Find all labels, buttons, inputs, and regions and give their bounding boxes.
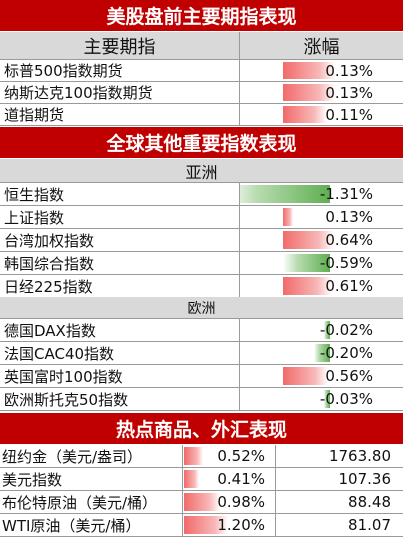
positive-data-bar bbox=[184, 516, 228, 534]
positive-data-bar bbox=[184, 470, 200, 488]
us-futures-header-row: 主要期指 涨幅 bbox=[0, 32, 403, 60]
table-row: 韩国综合指数 -0.59% bbox=[0, 252, 403, 275]
index-change-value: 0.56% bbox=[325, 367, 373, 385]
index-name: 上证指数 bbox=[0, 206, 240, 228]
negative-data-bar bbox=[282, 254, 330, 272]
global-indices-title: 全球其他重要指数表现 bbox=[0, 127, 403, 159]
index-change-cell: 0.13% bbox=[240, 60, 403, 81]
index-change-value: 0.13% bbox=[325, 208, 373, 226]
table-row: 布伦特原油（美元/桶） 0.98% 88.48 bbox=[0, 491, 403, 514]
commodity-change-value: 0.41% bbox=[217, 470, 265, 488]
index-change-value: 0.61% bbox=[325, 277, 373, 295]
europe-subheader: 欧洲 bbox=[0, 297, 403, 319]
commodity-change-cell: 0.98% bbox=[183, 491, 276, 513]
positive-data-bar bbox=[184, 493, 220, 511]
table-row: 法国CAC40指数 -0.20% bbox=[0, 342, 403, 365]
index-change-cell: -0.03% bbox=[240, 388, 403, 410]
positive-data-bar bbox=[283, 208, 294, 226]
commodity-name: 布伦特原油（美元/桶） bbox=[0, 491, 183, 513]
table-row: 恒生指数 -1.31% bbox=[0, 183, 403, 206]
index-name: 道指期货 bbox=[0, 104, 240, 125]
index-change-value: 0.13% bbox=[325, 61, 373, 80]
positive-data-bar bbox=[184, 447, 204, 465]
commodities-title: 热点商品、外汇表现 bbox=[0, 413, 403, 445]
index-name: 德国DAX指数 bbox=[0, 319, 240, 341]
table-row: 日经225指数 0.61% bbox=[0, 275, 403, 298]
index-change-value: -0.59% bbox=[319, 254, 373, 272]
index-change-value: 0.13% bbox=[325, 83, 373, 102]
table-row: WTI原油（美元/桶） 1.20% 81.07 bbox=[0, 514, 403, 537]
index-name: 日经225指数 bbox=[0, 275, 240, 297]
commodity-name: 美元指数 bbox=[0, 468, 183, 490]
commodity-price: 81.07 bbox=[348, 516, 391, 534]
commodities-title-text: 热点商品、外汇表现 bbox=[115, 419, 287, 441]
table-row: 德国DAX指数 -0.02% bbox=[0, 319, 403, 342]
commodity-price: 88.48 bbox=[348, 493, 391, 511]
table-row: 纳斯达克100指数期货 0.13% bbox=[0, 82, 403, 104]
positive-data-bar bbox=[283, 106, 327, 123]
index-name: 法国CAC40指数 bbox=[0, 342, 240, 364]
commodity-name: 纽约金（美元/盎司） bbox=[0, 445, 183, 467]
index-change-value: -0.02% bbox=[319, 321, 373, 339]
commodity-change-cell: 0.41% bbox=[183, 468, 276, 490]
index-change-value: 0.11% bbox=[325, 105, 373, 124]
index-change-cell: 0.56% bbox=[240, 365, 403, 387]
us-futures-title-text: 美股盘前主要期指表现 bbox=[106, 6, 297, 28]
positive-data-bar bbox=[283, 62, 335, 79]
index-name: 标普500指数期货 bbox=[0, 60, 240, 81]
positive-data-bar bbox=[283, 231, 335, 249]
commodity-change-cell: 0.52% bbox=[183, 445, 276, 467]
commodity-change-value: 1.20% bbox=[217, 516, 265, 534]
negative-data-bar bbox=[324, 321, 330, 339]
commodity-price: 107.36 bbox=[338, 470, 392, 488]
commodity-price: 1763.80 bbox=[328, 447, 391, 465]
index-change-value: -0.03% bbox=[319, 390, 373, 408]
table-row: 英国富时100指数 0.56% bbox=[0, 365, 403, 388]
col-header-change: 涨幅 bbox=[303, 36, 340, 58]
index-change-cell: -0.02% bbox=[240, 319, 403, 341]
index-change-cell: -0.20% bbox=[240, 342, 403, 364]
table-row: 台湾加权指数 0.64% bbox=[0, 229, 403, 252]
us-futures-title: 美股盘前主要期指表现 bbox=[0, 0, 403, 32]
index-change-cell: -0.59% bbox=[240, 252, 403, 274]
index-change-cell: 0.13% bbox=[240, 206, 403, 228]
commodity-change-value: 0.98% bbox=[217, 493, 265, 511]
table-row: 上证指数 0.13% bbox=[0, 206, 403, 229]
index-name: 纳斯达克100指数期货 bbox=[0, 82, 240, 103]
positive-data-bar bbox=[283, 277, 332, 295]
negative-data-bar bbox=[324, 390, 330, 408]
index-name: 台湾加权指数 bbox=[0, 229, 240, 251]
index-name: 韩国综合指数 bbox=[0, 252, 240, 274]
asia-subheader: 亚洲 bbox=[0, 159, 403, 183]
index-name: 欧洲斯托克50指数 bbox=[0, 388, 240, 410]
index-change-value: -1.31% bbox=[319, 185, 373, 203]
index-name: 英国富时100指数 bbox=[0, 365, 240, 387]
positive-data-bar bbox=[283, 84, 335, 101]
index-name: 恒生指数 bbox=[0, 183, 240, 205]
negative-data-bar bbox=[314, 344, 330, 362]
index-change-value: -0.20% bbox=[319, 344, 373, 362]
positive-data-bar bbox=[283, 367, 328, 385]
table-row: 欧洲斯托克50指数 -0.03% bbox=[0, 388, 403, 411]
table-row: 道指期货 0.11% bbox=[0, 104, 403, 126]
table-row: 美元指数 0.41% 107.36 bbox=[0, 468, 403, 491]
global-indices-title-text: 全球其他重要指数表现 bbox=[106, 133, 297, 155]
table-row: 纽约金（美元/盎司） 0.52% 1763.80 bbox=[0, 445, 403, 468]
commodity-change-value: 0.52% bbox=[217, 447, 265, 465]
index-change-value: 0.64% bbox=[325, 231, 373, 249]
commodity-change-cell: 1.20% bbox=[183, 514, 276, 536]
index-change-cell: 0.61% bbox=[240, 275, 403, 297]
negative-data-bar bbox=[240, 185, 330, 203]
index-change-cell: 0.11% bbox=[240, 104, 403, 125]
table-row: 标普500指数期货 0.13% bbox=[0, 60, 403, 82]
europe-label: 欧洲 bbox=[187, 300, 216, 317]
index-change-cell: 0.13% bbox=[240, 82, 403, 103]
col-header-name: 主要期指 bbox=[0, 32, 240, 59]
index-change-cell: -1.31% bbox=[240, 183, 403, 205]
commodity-name: WTI原油（美元/桶） bbox=[0, 514, 183, 536]
asia-label: 亚洲 bbox=[185, 162, 218, 182]
index-change-cell: 0.64% bbox=[240, 229, 403, 251]
